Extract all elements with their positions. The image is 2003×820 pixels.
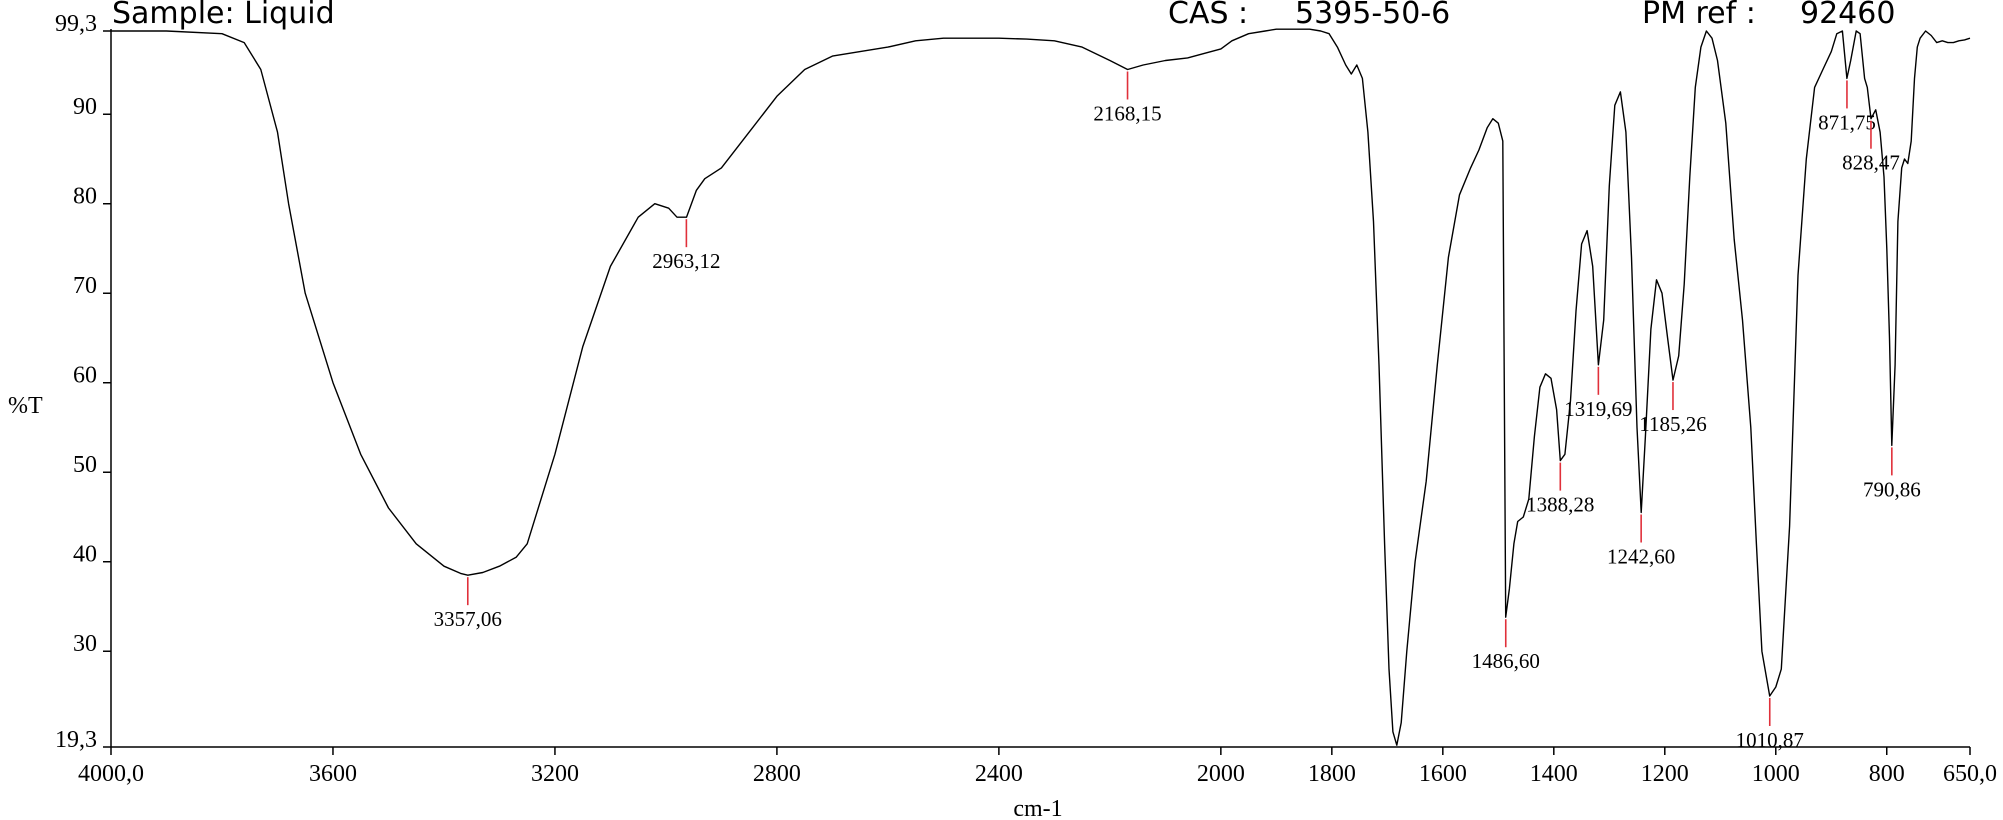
y-axis-label: %T xyxy=(8,393,43,419)
peak-label: 2168,15 xyxy=(1093,101,1161,125)
axes: 19,3 30 40 50 60 70 80 90 99,3 4000,0 3600 3200 2800… xyxy=(55,11,1997,787)
sample-label: Sample: Liquid xyxy=(112,0,335,31)
y-tick-label: 90 xyxy=(73,94,97,120)
x-tick-label: 3200 xyxy=(531,761,579,787)
peak-label: 1388,28 xyxy=(1526,493,1594,517)
x-tick-label: 1800 xyxy=(1308,761,1356,787)
y-tick-label: 19,3 xyxy=(55,727,97,753)
peak-label: 1319,69 xyxy=(1564,397,1632,421)
peak-label: 871,75 xyxy=(1818,110,1876,134)
y-tick-label: 60 xyxy=(73,363,97,389)
x-tick-label: 800 xyxy=(1869,761,1905,787)
spectrum-line xyxy=(111,28,1971,746)
pm-ref-value: 92460 xyxy=(1800,0,1895,31)
x-axis-label: cm-1 xyxy=(1013,796,1062,820)
x-tick-label: 2000 xyxy=(1197,761,1245,787)
x-tick-label: 1600 xyxy=(1419,761,1467,787)
x-tick-label: 2400 xyxy=(975,761,1023,787)
peak-label: 1185,26 xyxy=(1639,412,1706,436)
y-tick-label: 70 xyxy=(73,273,97,299)
x-tick-label: 4000,0 xyxy=(78,761,144,787)
y-tick-label: 40 xyxy=(73,542,97,568)
peak-label: 1010,87 xyxy=(1736,728,1804,752)
x-tick-label: 1400 xyxy=(1530,761,1578,787)
peak-label: 3357,06 xyxy=(434,607,502,631)
x-tick-label: 650,0 xyxy=(1943,761,1997,787)
y-tick-label: 99,3 xyxy=(55,11,97,37)
x-tick-label: 3600 xyxy=(309,761,357,787)
x-tick-label: 1200 xyxy=(1641,761,1689,787)
cas-label: CAS : xyxy=(1168,0,1248,31)
peak-label: 828,47 xyxy=(1842,151,1900,175)
peak-label: 1486,60 xyxy=(1472,649,1540,673)
peak-label: 790,86 xyxy=(1863,477,1921,501)
peak-label: 1242,60 xyxy=(1607,545,1675,569)
y-tick-label: 30 xyxy=(73,631,97,657)
cas-value: 5395-50-6 xyxy=(1295,0,1450,31)
y-tick-label: 80 xyxy=(73,184,97,210)
x-tick-label: 1000 xyxy=(1752,761,1800,787)
x-tick-label: 2800 xyxy=(753,761,801,787)
pm-ref-label: PM ref : xyxy=(1642,0,1756,31)
y-tick-label: 50 xyxy=(73,452,97,478)
peak-annotations: 3357,06 2963,12 2168,15 1486,60 1388,28 1319,… xyxy=(434,71,1921,752)
spectrum-trace xyxy=(111,28,1971,746)
peak-label: 2963,12 xyxy=(652,249,720,273)
